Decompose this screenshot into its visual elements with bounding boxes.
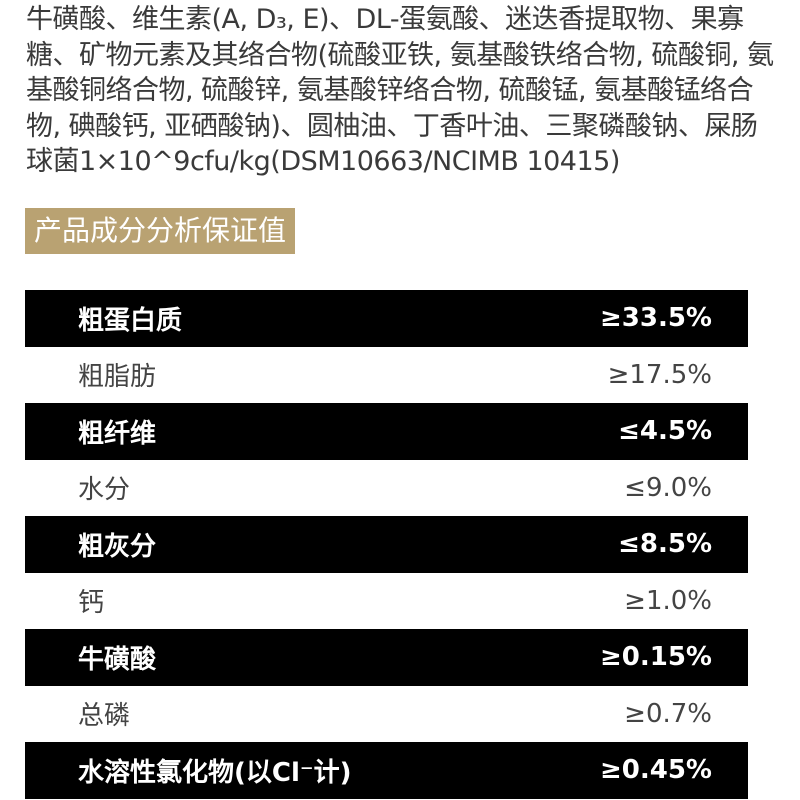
table-row: 粗灰分 ≤8.5% — [25, 516, 748, 573]
row-label: 水溶性氯化物(以Cl⁻计) — [78, 757, 352, 788]
table-row: 粗纤维 ≤4.5% — [25, 403, 748, 460]
row-label: 水分 — [78, 475, 131, 506]
row-label: 粗纤维 — [78, 418, 157, 449]
row-value: ≥0.15% — [600, 642, 712, 673]
row-label: 牛磺酸 — [78, 644, 157, 675]
row-label: 总磷 — [78, 701, 131, 732]
table-row: 总磷 ≥0.7% — [25, 685, 748, 742]
row-value: ≥1.0% — [624, 585, 712, 616]
row-value: ≤4.5% — [618, 416, 712, 447]
row-value: ≥33.5% — [600, 303, 712, 334]
analysis-table: 粗蛋白质 ≥33.5% 粗脂肪 ≥17.5% 粗纤维 ≤4.5% 水分 ≤9.0% 粗灰… — [25, 290, 748, 799]
row-label: 钙 — [78, 588, 105, 619]
row-value: ≤9.0% — [624, 472, 712, 503]
table-row: 粗蛋白质 ≥33.5% — [25, 290, 748, 347]
table-row: 钙 ≥1.0% — [25, 572, 748, 629]
table-row: 水分 ≤9.0% — [25, 459, 748, 516]
ingredients-text: 牛磺酸、维生素(A, D₃, E)、DL-蛋氨酸、迷迭香提取物、果寡糖、矿物元素… — [26, 4, 774, 177]
section-title: 产品成分分析保证值 — [25, 208, 296, 254]
row-label: 粗脂肪 — [78, 362, 157, 393]
table-row: 粗脂肪 ≥17.5% — [25, 346, 748, 403]
table-row: 牛磺酸 ≥0.15% — [25, 629, 748, 686]
row-value: ≥0.45% — [600, 755, 712, 786]
table-row: 水溶性氯化物(以Cl⁻计) ≥0.45% — [25, 742, 748, 799]
row-label: 粗蛋白质 — [78, 305, 183, 336]
row-value: ≥0.7% — [624, 698, 712, 729]
row-value: ≤8.5% — [618, 529, 712, 560]
row-value: ≥17.5% — [607, 359, 712, 390]
row-label: 粗灰分 — [78, 531, 157, 562]
